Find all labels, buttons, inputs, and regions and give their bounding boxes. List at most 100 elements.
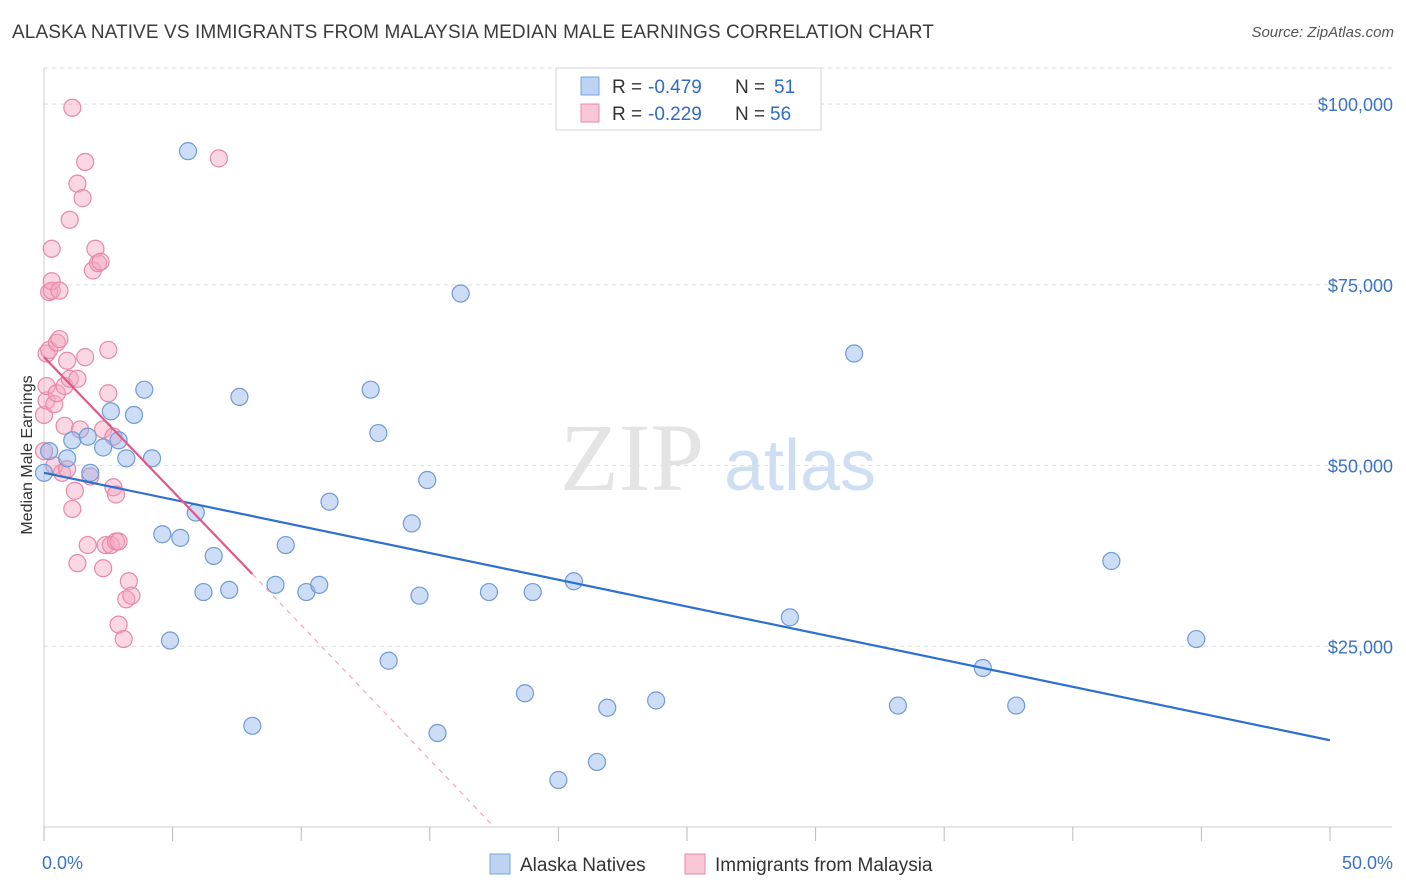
alaska-natives-point-33 bbox=[418, 470, 437, 490]
alaska-natives-point-11 bbox=[135, 380, 154, 399]
malaysia-point-49 bbox=[109, 615, 128, 634]
alaska-natives-point-4 bbox=[78, 427, 97, 446]
alaska-natives-point-45 bbox=[845, 344, 864, 363]
malaysia-point-42 bbox=[99, 340, 118, 360]
legend-n-label-2: N = bbox=[735, 104, 765, 125]
malaysia-point-14 bbox=[50, 329, 69, 349]
series-immigrants-from-malaysia bbox=[34, 98, 228, 649]
gridlines bbox=[44, 67, 1392, 647]
malaysia-point-21 bbox=[60, 210, 79, 229]
alaska-natives-point-14 bbox=[160, 631, 180, 650]
legend-swatch-blue bbox=[580, 76, 600, 96]
y-tick-label-1: $50,000 bbox=[1328, 457, 1393, 477]
alaska-natives-point-30 bbox=[379, 651, 398, 670]
axes bbox=[43, 68, 1392, 841]
legend-r-value-2: -0.229 bbox=[648, 104, 702, 125]
malaysia-point-41 bbox=[99, 384, 118, 403]
alaska-natives-point-9 bbox=[117, 449, 136, 468]
alaska-natives-point-6 bbox=[94, 438, 113, 457]
bottom-legend: Alaska Natives Immigrants from Malaysia bbox=[489, 853, 933, 876]
alaska-natives-point-2 bbox=[58, 449, 77, 468]
alaska-natives-point-8 bbox=[109, 431, 128, 450]
alaska-natives-point-34 bbox=[428, 723, 447, 743]
malaysia-point-50 bbox=[114, 629, 133, 649]
malaysia-point-7 bbox=[42, 281, 61, 300]
alaska-natives-point-18 bbox=[194, 582, 213, 602]
y-axis-label: Median Male Earnings bbox=[19, 375, 36, 534]
malaysia-point-27 bbox=[68, 369, 87, 388]
alaska-natives-point-43 bbox=[647, 691, 666, 710]
alaska-natives-point-28 bbox=[361, 380, 380, 399]
legend: R = -0.479 N = 51 R = -0.229 N = 56 bbox=[555, 67, 822, 131]
legend-r-value-1: -0.479 bbox=[648, 77, 702, 98]
alaska-natives-point-7 bbox=[101, 402, 120, 421]
malaysia-point-3 bbox=[37, 376, 56, 396]
alaska-natives-point-35 bbox=[451, 284, 470, 303]
alaska-natives-point-50 bbox=[1187, 629, 1206, 649]
malaysia-point-12 bbox=[47, 384, 66, 403]
malaysia-point-25 bbox=[68, 554, 87, 573]
watermark: ZIP atlas bbox=[560, 404, 876, 511]
malaysia-point-15 bbox=[50, 281, 69, 300]
alaska-natives-point-32 bbox=[410, 586, 429, 605]
bottom-legend-swatch-pink bbox=[684, 853, 706, 875]
x-tick-labels: 0.0% 50.0% bbox=[42, 853, 1393, 873]
malaysia-point-24 bbox=[65, 481, 84, 500]
alaska-natives-point-20 bbox=[220, 580, 239, 600]
legend-n-value-2: 56 bbox=[770, 104, 791, 125]
alaska-natives-point-46 bbox=[888, 696, 908, 715]
malaysia-point-38 bbox=[94, 559, 113, 578]
alaska-natives-point-13 bbox=[153, 525, 172, 544]
malaysia-point-54 bbox=[209, 149, 228, 168]
alaska-natives-point-24 bbox=[276, 535, 295, 555]
trend-line-malaysia bbox=[43, 356, 254, 575]
source-label: Source: ZipAtlas.com bbox=[1251, 24, 1394, 41]
malaysia-point-37 bbox=[91, 252, 110, 271]
alaska-natives-point-16 bbox=[178, 142, 198, 161]
malaysia-point-17 bbox=[55, 416, 74, 435]
watermark-atlas: atlas bbox=[724, 426, 876, 506]
bottom-legend-swatch-blue bbox=[489, 853, 511, 875]
alaska-natives-point-22 bbox=[243, 716, 262, 735]
alaska-natives-point-1 bbox=[40, 442, 59, 461]
legend-n-value-1: 51 bbox=[774, 77, 795, 98]
bottom-legend-label-pink: Immigrants from Malaysia bbox=[715, 855, 933, 876]
malaysia-point-39 bbox=[94, 420, 113, 439]
legend-swatch-pink bbox=[580, 103, 600, 123]
alaska-natives-point-12 bbox=[142, 449, 162, 468]
trend-lines bbox=[43, 356, 1331, 828]
y-tick-label-3: $100,000 bbox=[1318, 95, 1393, 115]
legend-r-label-1: R = bbox=[612, 77, 642, 98]
alaska-natives-point-31 bbox=[402, 514, 421, 533]
legend-r-label-2: R = bbox=[612, 104, 642, 125]
alaska-natives-point-19 bbox=[204, 546, 223, 566]
malaysia-point-32 bbox=[78, 535, 97, 555]
alaska-natives-point-23 bbox=[266, 575, 285, 594]
malaysia-point-26 bbox=[68, 174, 87, 193]
y-tick-labels: $25,000 $50,000 $75,000 $100,000 bbox=[1318, 95, 1393, 657]
malaysia-point-22 bbox=[63, 499, 82, 519]
chart-title: ALASKA NATIVE VS IMMIGRANTS FROM MALAYSI… bbox=[12, 22, 934, 43]
series-alaska-natives bbox=[34, 142, 1206, 790]
alaska-natives-point-41 bbox=[587, 752, 607, 772]
malaysia-point-8 bbox=[42, 272, 61, 291]
x-tick-label-left: 0.0% bbox=[42, 853, 83, 873]
malaysia-point-9 bbox=[42, 239, 61, 258]
legend-box bbox=[555, 67, 822, 131]
x-tick-label-right: 50.0% bbox=[1342, 853, 1393, 873]
alaska-natives-point-5 bbox=[81, 463, 100, 482]
bottom-legend-label-blue: Alaska Natives bbox=[520, 855, 646, 876]
malaysia-point-31 bbox=[76, 152, 95, 172]
malaysia-point-46 bbox=[106, 485, 126, 504]
malaysia-point-29 bbox=[73, 189, 92, 208]
alaska-natives-point-39 bbox=[549, 770, 568, 790]
alaska-natives-point-48 bbox=[1007, 696, 1026, 715]
malaysia-point-30 bbox=[76, 348, 95, 367]
alaska-natives-point-29 bbox=[369, 423, 388, 443]
alaska-natives-point-26 bbox=[310, 575, 329, 594]
alaska-natives-point-10 bbox=[124, 405, 144, 425]
legend-n-label-1: N = bbox=[735, 77, 765, 98]
alaska-natives-point-27 bbox=[320, 492, 339, 511]
alaska-natives-point-36 bbox=[479, 582, 499, 602]
alaska-natives-point-15 bbox=[171, 528, 190, 547]
